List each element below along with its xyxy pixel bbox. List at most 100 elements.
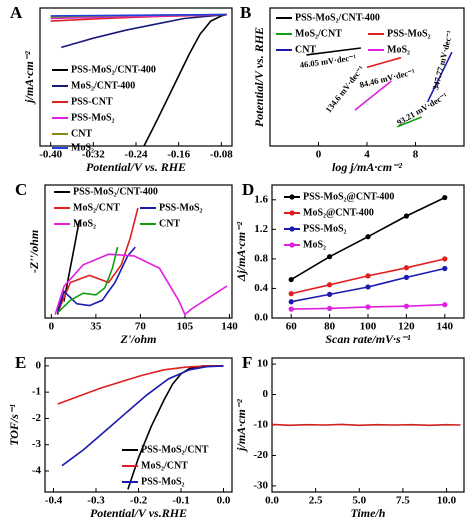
legend-label: PSS-MoS₂	[141, 476, 185, 487]
legend-label: PSS-MoS₂	[159, 202, 203, 213]
y-tick-label: -10	[253, 419, 268, 431]
y-tick-label: -3	[32, 438, 42, 450]
data-point	[327, 254, 333, 260]
x-tick-label: -0.2	[130, 495, 148, 507]
y-tick-label: 10	[257, 358, 269, 370]
x-tick-label: 0.0	[265, 495, 279, 507]
panel-label: E	[15, 353, 26, 372]
legend-label: PSS-MoS₂@CNT-400	[303, 191, 394, 202]
x-tick-label: 0.0	[217, 495, 231, 507]
data-point	[365, 273, 371, 279]
series-line	[426, 51, 453, 103]
x-tick-label: -0.08	[210, 149, 233, 161]
data-point	[288, 299, 294, 305]
y-tick-label: 0	[36, 359, 42, 371]
legend-marker	[289, 210, 295, 216]
series-line	[61, 365, 224, 467]
panel-label: B	[240, 3, 251, 22]
legend-label: MoS₂	[303, 239, 326, 250]
legend-marker	[289, 226, 295, 232]
data-point	[288, 306, 294, 312]
data-point	[327, 305, 333, 311]
legend-label: MoS₂/CNT-400	[71, 80, 135, 91]
data-point	[327, 291, 333, 297]
legend-label: MoS₂@CNT-400	[303, 207, 374, 218]
x-tick-label: 60	[286, 321, 298, 333]
annotation: 93.21 mV·dec⁻¹	[395, 90, 449, 127]
legend-label: MoS₂	[387, 44, 410, 55]
y-axis-label: Δj/mA·cm⁻²	[234, 222, 248, 283]
x-tick-label: -0.32	[82, 149, 105, 161]
data-point	[403, 213, 409, 219]
panel-label: A	[10, 3, 23, 22]
x-axis-label: Z'/ohm	[119, 332, 156, 346]
y-tick-label: 0.8	[254, 252, 268, 264]
y-tick-label: -1	[32, 386, 41, 398]
panel-label: C	[15, 180, 27, 199]
x-tick-label: 0	[49, 321, 55, 333]
panel-label: F	[242, 353, 252, 372]
series-line	[54, 253, 228, 316]
x-tick-label: 10.0	[437, 495, 457, 507]
y-axis-label: TOF/s⁻¹	[7, 404, 21, 446]
x-tick-label: 2.5	[309, 495, 323, 507]
x-tick-label: 5.0	[352, 495, 366, 507]
x-tick-label: 70	[135, 321, 147, 333]
y-tick-label: -30	[253, 479, 268, 491]
x-tick-label: 140	[437, 321, 454, 333]
legend-label: MoS₂/CNT	[141, 460, 188, 471]
legend-label: PSS-MoS₂/CNT-400	[295, 12, 380, 23]
y-axis-label: j/mA·cm⁻²	[22, 51, 36, 105]
y-tick-label: 0.0	[254, 312, 268, 324]
annotation: 84.46 mV·dec⁻¹	[359, 66, 417, 90]
legend-label: PSS-MoS₂/CNT	[141, 444, 209, 455]
y-tick-label: 0	[263, 388, 269, 400]
plot-frame	[271, 184, 465, 319]
x-tick-label: -0.3	[87, 495, 105, 507]
legend-label: PSS-MoS₂	[71, 112, 115, 123]
x-axis-label: Scan rate/mV·s⁻¹	[325, 332, 411, 346]
x-axis-label: Potential/V vs.RHE	[90, 506, 187, 520]
series-line	[354, 80, 392, 111]
x-tick-label: -0.16	[167, 149, 190, 161]
y-tick-label: -20	[253, 449, 268, 461]
data-point	[442, 265, 448, 272]
series-line	[306, 47, 362, 56]
data-point	[442, 256, 448, 262]
series-line	[366, 56, 402, 69]
data-point	[365, 304, 371, 310]
y-tick-label: -2	[32, 412, 42, 424]
x-tick-label: 120	[398, 321, 415, 333]
x-tick-label: -0.40	[39, 149, 62, 161]
series-line	[271, 423, 461, 427]
y-tick-label: 0.4	[254, 282, 268, 294]
x-tick-label: 4	[364, 149, 370, 161]
legend-label: MoS₂	[73, 218, 96, 229]
x-axis-label: Potential/V vs. RHE	[86, 160, 186, 174]
legend-marker	[289, 242, 295, 248]
panel-label: D	[242, 180, 254, 199]
plot-frame	[44, 357, 233, 493]
x-tick-label: 0	[316, 149, 322, 161]
y-tick-label: -4	[32, 465, 42, 477]
data-point	[365, 284, 371, 290]
legend-label: CNT	[295, 44, 316, 55]
y-axis-label: Potential/V vs. RHE	[252, 27, 266, 127]
legend-label: PSS-MoS₂	[303, 223, 347, 234]
legend-label: PSS-CNT	[71, 96, 113, 107]
x-tick-label: 105	[177, 321, 194, 333]
series-line	[397, 116, 422, 128]
x-axis-label: log j/mA·cm⁻²	[332, 160, 402, 174]
legend-label: MoS₂/CNT	[73, 202, 120, 213]
legend-marker	[289, 194, 295, 200]
data-point	[403, 303, 409, 309]
data-point	[288, 276, 294, 283]
legend-label: MoS₂	[71, 142, 94, 153]
series-line	[56, 207, 139, 314]
x-tick-label: 35	[90, 321, 102, 333]
legend-label: PSS-MoS₂/CNT-400	[73, 186, 158, 197]
legend-label: MoS₂/CNT	[295, 28, 342, 39]
legend-label: CNT	[71, 128, 92, 139]
plot-frame	[44, 184, 233, 319]
